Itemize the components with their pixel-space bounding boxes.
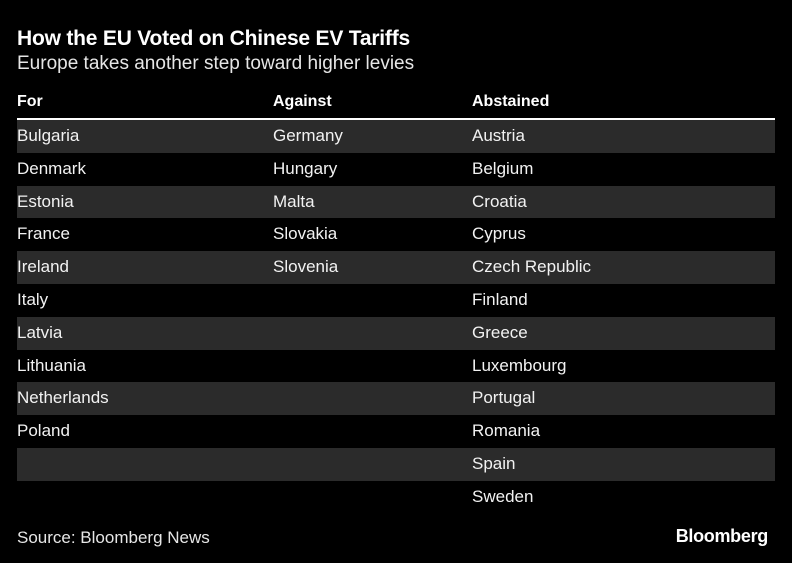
cell-against: Hungary (273, 158, 338, 178)
table-row: Lithuania Luxembourg (17, 350, 775, 383)
vote-table: For Against Abstained Bulgaria Germany Aus… (17, 88, 775, 514)
cell-against: Germany (273, 126, 343, 145)
column-header-abstained: Abstained (472, 93, 550, 110)
cell-for: Netherlands (17, 388, 109, 408)
table-row: Spain (17, 447, 775, 481)
cell-abstained: Czech Republic (472, 257, 592, 277)
cell-against: Slovenia (273, 257, 339, 277)
cell-against: Slovakia (273, 224, 338, 244)
table-row: Latvia Greece (17, 316, 775, 350)
cell-abstained: Portugal (472, 388, 536, 408)
cell-abstained: Cyprus (472, 224, 526, 244)
table-row: Netherlands Portugal (17, 382, 775, 416)
column-header-for: For (17, 93, 43, 110)
cell-for: Lithuania (17, 355, 87, 375)
table-row: Bulgaria Germany Austria (17, 120, 775, 153)
column-header-against: Against (273, 93, 332, 110)
cell-abstained: Greece (472, 322, 528, 342)
table-row: Sweden (17, 481, 775, 514)
table-row: Poland Romania (17, 415, 775, 448)
cell-abstained: Luxembourg (472, 355, 567, 375)
cell-abstained: Finland (472, 289, 528, 309)
cell-abstained: Sweden (472, 486, 534, 506)
cell-for: Denmark (17, 158, 86, 178)
cell-for: Ireland (17, 257, 69, 277)
cell-against: Malta (273, 191, 315, 211)
bloomberg-logo: Bloomberg (675, 526, 769, 546)
cell-for: Poland (17, 421, 70, 441)
chart-subtitle: Europe takes another step toward higher … (17, 53, 415, 74)
table-row: Ireland Slovenia Czech Republic (17, 251, 775, 284)
table-row: France Slovakia Cyprus (17, 218, 775, 251)
cell-for: Italy (17, 289, 49, 309)
table-body: Bulgaria Germany Austria Denmark Hungary Belg… (17, 120, 775, 514)
cell-abstained: Croatia (472, 191, 527, 211)
cell-for: Bulgaria (17, 126, 80, 145)
chart-title: How the EU Voted on Chinese EV Tariffs (17, 27, 410, 50)
source-note: Source: Bloomberg News (17, 528, 210, 547)
table-row: Italy Finland (17, 284, 775, 317)
cell-abstained: Spain (472, 453, 516, 473)
table-row: Estonia Malta Croatia (17, 185, 775, 219)
cell-abstained: Belgium (472, 158, 534, 178)
cell-for: Latvia (17, 322, 63, 342)
cell-abstained: Romania (472, 421, 541, 441)
cell-for: France (17, 224, 70, 244)
table-row: Denmark Hungary Belgium (17, 153, 775, 186)
cell-abstained: Austria (472, 126, 525, 145)
table-header: For Against Abstained (17, 88, 775, 120)
cell-for: Estonia (17, 191, 74, 211)
